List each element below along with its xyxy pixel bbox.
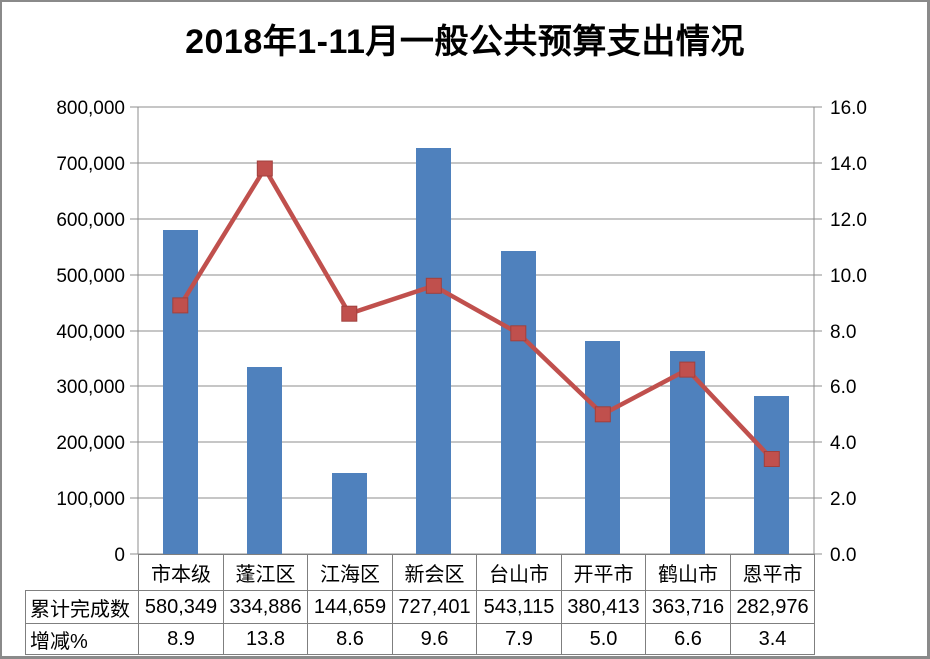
- right-axis-tick-label: 0.0: [830, 545, 856, 566]
- bar-蓬江区: [247, 367, 282, 554]
- right-axis-tick-label: 6.0: [830, 377, 856, 398]
- table-col-header: 蓬江区: [223, 554, 308, 591]
- table-col-header: 恩平市: [730, 554, 815, 591]
- table-cell: 8.6: [307, 623, 393, 655]
- table-cell: 144,659: [307, 590, 393, 624]
- right-axis-tick-label: 8.0: [830, 322, 856, 343]
- table-cell: 9.6: [392, 623, 477, 655]
- left-axis-tick-label: 700,000: [56, 154, 125, 175]
- table-col-header: 台山市: [476, 554, 562, 591]
- table-cell: 7.9: [476, 623, 562, 655]
- axis-labels: 0 0.0 100,000 2.0 200,000 4.0 300,000 6.0 400,00…: [56, 98, 867, 566]
- line-series: [172, 160, 780, 467]
- left-axis-tick-label: 300,000: [56, 377, 125, 398]
- table-cell: 282,976: [730, 590, 815, 624]
- line-path: [178, 166, 774, 461]
- right-axis-tick-label: 12.0: [830, 210, 867, 231]
- table-cell: 6.6: [645, 623, 731, 655]
- bar-开平市: [585, 341, 620, 554]
- table-cell: 5.0: [561, 623, 646, 655]
- table-col-header: 鹤山市: [645, 554, 731, 591]
- bar-series: [163, 148, 789, 554]
- right-axis-tick-label: 16.0: [830, 98, 867, 119]
- table-cell: 727,401: [392, 590, 477, 624]
- table-cell: 380,413: [561, 590, 646, 624]
- line-marker-开平市: [594, 406, 611, 423]
- left-axis-tick-label: 500,000: [56, 266, 125, 287]
- right-axis-tick-label: 4.0: [830, 433, 856, 454]
- line-marker-台山市: [510, 325, 527, 342]
- table-cell: 580,349: [138, 590, 224, 624]
- right-axis-tick-label: 14.0: [830, 154, 867, 175]
- table-row-header: 增减%: [25, 623, 139, 655]
- table-cell: 8.9: [138, 623, 224, 655]
- bar-恩平市: [754, 396, 789, 554]
- line-marker-市本级: [172, 297, 189, 314]
- line-marker-江海区: [341, 305, 358, 322]
- line-marker-蓬江区: [256, 160, 273, 177]
- right-axis-tick-label: 2.0: [830, 489, 856, 510]
- table-col-header: 江海区: [307, 554, 393, 591]
- line-marker-鹤山市: [679, 361, 696, 378]
- left-axis-tick-label: 0: [114, 545, 125, 566]
- left-axis-tick-label: 100,000: [56, 489, 125, 510]
- table-cell: 3.4: [730, 623, 815, 655]
- right-axis-tick-label: 10.0: [830, 266, 867, 287]
- table-cell: 13.8: [223, 623, 308, 655]
- line-marker-恩平市: [763, 451, 780, 467]
- bar-新会区: [416, 148, 451, 554]
- table-col-header: 市本级: [138, 554, 224, 591]
- table-col-header: 开平市: [561, 554, 646, 591]
- bar-江海区: [332, 473, 367, 554]
- bar-台山市: [501, 251, 536, 554]
- table-row-header: 累计完成数: [25, 590, 139, 624]
- table-cell: 363,716: [645, 590, 731, 624]
- table-cell: 334,886: [223, 590, 308, 624]
- table-col-header: 新会区: [392, 554, 477, 591]
- chart-title: 2018年1-11月一般公共预算支出情况: [185, 23, 745, 61]
- table-cell: 543,115: [476, 590, 562, 624]
- left-axis-tick-label: 400,000: [56, 322, 125, 343]
- left-axis-tick-label: 600,000: [56, 210, 125, 231]
- line-marker-新会区: [425, 277, 442, 294]
- left-axis-tick-label: 800,000: [56, 98, 125, 119]
- left-axis-tick-label: 200,000: [56, 433, 125, 454]
